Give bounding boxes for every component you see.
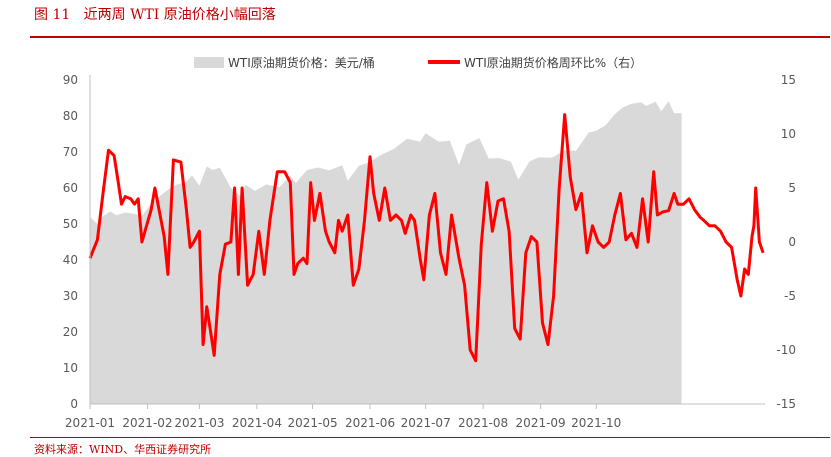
legend-swatch-area bbox=[194, 57, 224, 68]
y-left-tick-label: 50 bbox=[63, 217, 78, 231]
y-right-tick-label: -15 bbox=[776, 397, 796, 411]
y-right-tick-label: -5 bbox=[784, 289, 796, 303]
y-left-tick-label: 90 bbox=[63, 73, 78, 87]
series-line-change bbox=[88, 113, 765, 363]
y-left-tick-label: 20 bbox=[63, 325, 78, 339]
y-right-tick-label: -10 bbox=[776, 343, 796, 357]
y-left-tick-label: 30 bbox=[63, 289, 78, 303]
x-tick-label: 2021-09 bbox=[516, 416, 566, 430]
figure-title: 图 11 近两周 WTI 原油价格小幅回落 bbox=[34, 7, 276, 23]
y-right-tick-label: 10 bbox=[781, 127, 796, 141]
legend-label-price: WTI原油期货价格：美元/桶 bbox=[228, 55, 375, 70]
y-left-tick-label: 10 bbox=[63, 361, 78, 375]
legend-label-change: WTI原油期货价格周环比%（右） bbox=[464, 55, 642, 70]
x-tick-label: 2021-04 bbox=[232, 416, 282, 430]
y-left-tick-label: 70 bbox=[63, 145, 78, 159]
series-area-price bbox=[90, 101, 682, 404]
x-tick-label: 2021-01 bbox=[65, 416, 115, 430]
y-right-tick-label: 5 bbox=[788, 181, 796, 195]
legend: WTI原油期货价格：美元/桶 WTI原油期货价格周环比%（右） bbox=[194, 55, 642, 70]
y-right-tick-label: 0 bbox=[788, 235, 796, 249]
y-left-tick-label: 0 bbox=[70, 397, 78, 411]
x-tick-label: 2021-08 bbox=[458, 416, 508, 430]
y-left-tick-label: 40 bbox=[63, 253, 78, 267]
x-tick-label: 2021-10 bbox=[571, 416, 621, 430]
figure-source: 资料来源：WIND、华西证券研究所 bbox=[34, 443, 212, 456]
y-left-tick-label: 60 bbox=[63, 181, 78, 195]
y-left-tick-label: 80 bbox=[63, 109, 78, 123]
title-rule bbox=[30, 36, 830, 38]
x-tick-label: 2021-05 bbox=[287, 416, 337, 430]
x-tick-label: 2021-02 bbox=[122, 416, 172, 430]
source-rule bbox=[30, 437, 830, 438]
y-right-tick-label: 15 bbox=[781, 73, 796, 87]
x-tick-label: 2021-06 bbox=[345, 416, 395, 430]
x-tick-label: 2021-03 bbox=[174, 416, 224, 430]
x-tick-label: 2021-07 bbox=[401, 416, 451, 430]
